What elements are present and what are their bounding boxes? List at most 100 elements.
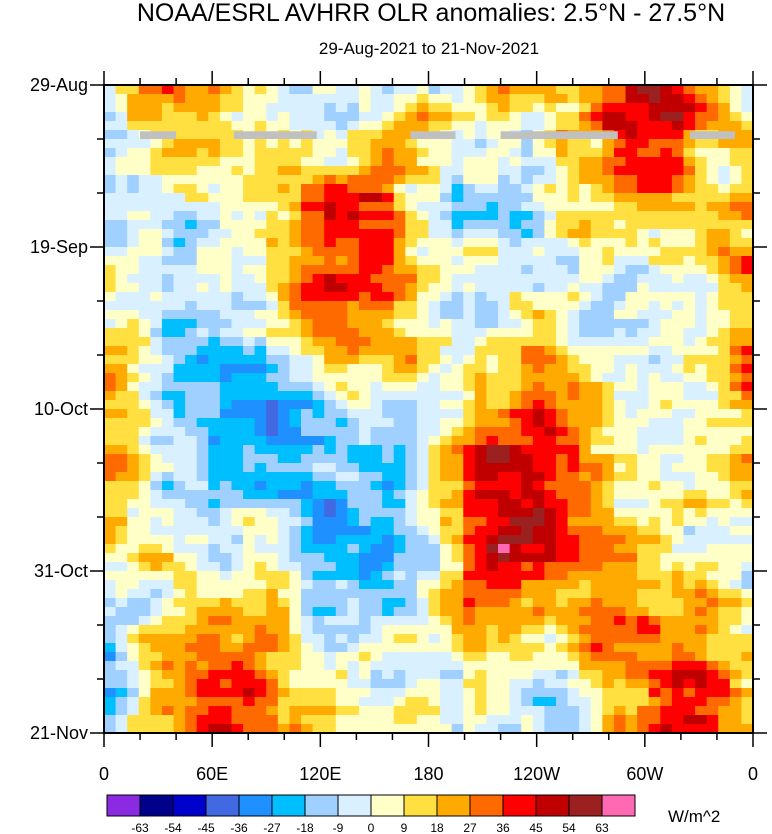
- field-cell: [324, 283, 337, 293]
- field-cell: [266, 265, 279, 275]
- field-cell: [185, 346, 198, 356]
- field-cell: [312, 292, 325, 302]
- field-cell: [196, 274, 209, 284]
- field-cell: [208, 292, 221, 302]
- field-cell: [625, 112, 638, 122]
- field-cell: [243, 85, 256, 95]
- field-cell: [405, 436, 418, 446]
- field-cell: [266, 391, 279, 401]
- field-cell: [104, 508, 117, 518]
- field-cell: [474, 391, 488, 401]
- field-cell: [695, 220, 708, 230]
- field-cell: [347, 598, 360, 608]
- field-cell: [648, 454, 661, 464]
- field-cell: [521, 499, 534, 509]
- field-cell: [532, 706, 545, 716]
- field-cell: [150, 499, 163, 509]
- field-cell: [289, 445, 302, 455]
- field-cell: [428, 112, 441, 122]
- field-cell: [602, 301, 615, 311]
- field-cell: [648, 310, 661, 320]
- field-cell: [428, 625, 441, 635]
- field-cell: [590, 328, 603, 338]
- field-cell: [347, 553, 360, 563]
- field-cell: [625, 517, 638, 527]
- field-cell: [451, 418, 464, 428]
- field-cell: [382, 319, 395, 329]
- field-cell: [718, 418, 731, 428]
- field-cell: [718, 157, 731, 167]
- field-cell: [706, 238, 719, 248]
- field-cell: [590, 598, 603, 608]
- field-cell: [289, 697, 302, 707]
- field-cell: [231, 220, 244, 230]
- field-cell: [486, 490, 499, 500]
- field-cell: [289, 103, 302, 113]
- field-cell: [660, 382, 673, 392]
- field-cell: [602, 589, 615, 599]
- field-cell: [173, 679, 186, 689]
- field-cell: [440, 211, 453, 221]
- field-cell: [741, 355, 754, 365]
- field-cell: [115, 130, 128, 140]
- field-cell: [405, 499, 418, 509]
- field-cell: [370, 499, 383, 509]
- field-cell: [393, 634, 406, 644]
- field-cell: [590, 202, 603, 212]
- field-cell: [127, 229, 140, 239]
- field-cell: [718, 103, 731, 113]
- field-cell: [219, 184, 233, 194]
- field-cell: [637, 679, 650, 689]
- field-cell: [486, 346, 499, 356]
- field-cell: [567, 643, 580, 653]
- field-cell: [660, 454, 673, 464]
- field-cell: [243, 481, 256, 491]
- field-cell: [498, 571, 511, 581]
- field-cell: [405, 157, 418, 167]
- field-cell: [532, 247, 545, 257]
- field-cell: [266, 346, 279, 356]
- field-cell: [347, 652, 360, 662]
- field-cell: [382, 544, 395, 554]
- field-cell: [579, 634, 592, 644]
- field-cell: [266, 652, 279, 662]
- field-cell: [347, 211, 360, 221]
- field-cell: [474, 463, 488, 473]
- field-cell: [555, 193, 569, 203]
- field-cell: [161, 184, 175, 194]
- field-cell: [185, 508, 198, 518]
- field-cell: [382, 526, 395, 536]
- field-cell: [718, 670, 731, 680]
- field-cell: [509, 175, 522, 185]
- field-cell: [161, 283, 175, 293]
- field-cell: [440, 598, 453, 608]
- field-cell: [335, 238, 348, 248]
- field-cell: [254, 652, 267, 662]
- field-cell: [463, 355, 476, 365]
- field-cell: [567, 481, 580, 491]
- field-cell: [637, 463, 650, 473]
- field-cell: [613, 328, 627, 338]
- field-cell: [104, 409, 117, 419]
- field-cell: [127, 472, 140, 482]
- field-cell: [498, 481, 511, 491]
- field-cell: [521, 373, 534, 383]
- field-cell: [695, 724, 708, 734]
- field-cell: [208, 418, 221, 428]
- field-cell: [567, 301, 580, 311]
- field-cell: [324, 373, 337, 383]
- field-cell: [567, 598, 580, 608]
- field-cell: [532, 229, 545, 239]
- field-cell: [440, 553, 453, 563]
- field-cell: [532, 94, 545, 104]
- field-cell: [277, 175, 291, 185]
- field-cell: [301, 247, 314, 257]
- field-cell: [150, 364, 163, 374]
- field-cell: [393, 715, 406, 725]
- field-cell: [312, 571, 325, 581]
- field-cell: [254, 247, 267, 257]
- field-cell: [173, 292, 186, 302]
- field-cell: [440, 481, 453, 491]
- field-cell: [312, 634, 325, 644]
- field-cell: [451, 697, 464, 707]
